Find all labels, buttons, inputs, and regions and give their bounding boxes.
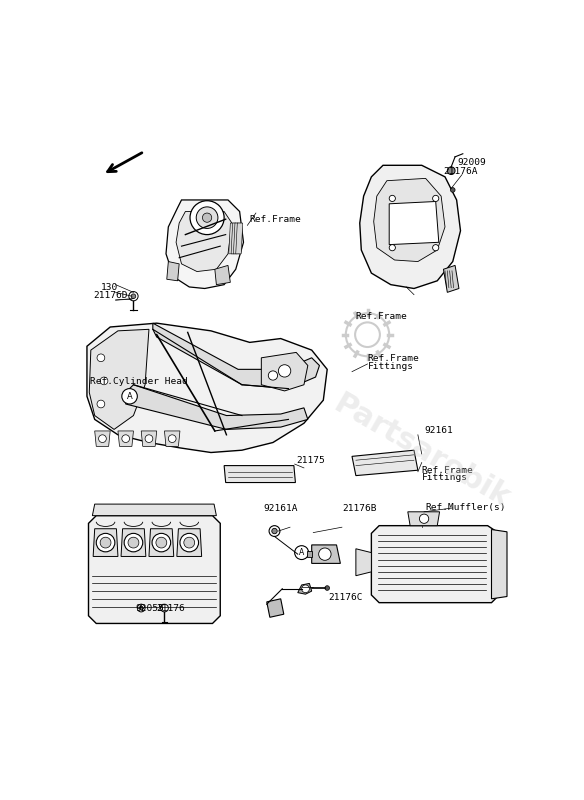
Polygon shape xyxy=(352,450,418,476)
Polygon shape xyxy=(167,262,179,281)
Polygon shape xyxy=(307,551,312,558)
Circle shape xyxy=(433,195,439,202)
Text: Fittings: Fittings xyxy=(367,362,413,370)
Circle shape xyxy=(433,245,439,250)
Circle shape xyxy=(319,548,331,560)
Circle shape xyxy=(122,434,130,442)
Circle shape xyxy=(128,538,139,548)
Polygon shape xyxy=(224,466,296,482)
Polygon shape xyxy=(492,530,507,599)
Polygon shape xyxy=(166,200,244,289)
Circle shape xyxy=(156,538,167,548)
Text: A: A xyxy=(127,392,133,401)
Polygon shape xyxy=(121,529,146,557)
Polygon shape xyxy=(234,223,241,254)
Circle shape xyxy=(100,377,108,385)
Polygon shape xyxy=(312,545,340,563)
Circle shape xyxy=(190,201,224,234)
Polygon shape xyxy=(176,211,232,271)
Polygon shape xyxy=(95,431,110,446)
Polygon shape xyxy=(356,549,371,576)
Text: Fittings: Fittings xyxy=(422,474,468,482)
Polygon shape xyxy=(149,529,174,557)
Circle shape xyxy=(124,534,142,552)
Circle shape xyxy=(450,188,455,192)
Circle shape xyxy=(97,354,105,362)
Circle shape xyxy=(145,434,153,442)
Text: 92055: 92055 xyxy=(135,604,164,613)
Polygon shape xyxy=(389,202,439,245)
Circle shape xyxy=(196,207,218,229)
Circle shape xyxy=(96,534,115,552)
Text: 21176: 21176 xyxy=(156,604,185,613)
Circle shape xyxy=(203,213,212,222)
Text: 92161A: 92161A xyxy=(263,504,298,513)
Circle shape xyxy=(99,434,106,442)
Circle shape xyxy=(122,389,137,404)
Circle shape xyxy=(268,371,277,380)
Text: 21176C: 21176C xyxy=(329,593,363,602)
Circle shape xyxy=(272,528,277,534)
Polygon shape xyxy=(298,583,312,594)
Circle shape xyxy=(389,195,395,202)
Circle shape xyxy=(161,604,168,612)
Text: 130: 130 xyxy=(101,283,118,292)
Polygon shape xyxy=(89,516,220,623)
Polygon shape xyxy=(118,431,134,446)
Text: 21176A: 21176A xyxy=(443,167,478,176)
Text: A: A xyxy=(299,548,304,557)
Polygon shape xyxy=(126,385,308,430)
Polygon shape xyxy=(177,529,201,557)
Text: 92009: 92009 xyxy=(457,158,486,166)
Text: Ref.Frame: Ref.Frame xyxy=(367,354,419,363)
Circle shape xyxy=(295,546,308,559)
Polygon shape xyxy=(267,599,284,618)
Circle shape xyxy=(325,586,329,590)
Circle shape xyxy=(97,400,105,408)
Text: 21175: 21175 xyxy=(296,456,325,466)
Circle shape xyxy=(184,538,194,548)
Text: Ref.Frame: Ref.Frame xyxy=(250,215,301,224)
Circle shape xyxy=(301,585,310,593)
Polygon shape xyxy=(215,266,230,285)
Circle shape xyxy=(168,434,176,442)
Polygon shape xyxy=(165,431,180,446)
Circle shape xyxy=(269,526,280,537)
Polygon shape xyxy=(229,223,236,254)
Circle shape xyxy=(279,365,291,377)
Circle shape xyxy=(419,514,429,523)
Circle shape xyxy=(180,534,199,552)
Polygon shape xyxy=(360,166,461,289)
Text: Ref.Cylinder Head: Ref.Cylinder Head xyxy=(90,377,188,386)
Text: 21176D: 21176D xyxy=(93,291,128,300)
Text: 92161: 92161 xyxy=(425,426,454,434)
Polygon shape xyxy=(89,330,149,430)
Circle shape xyxy=(139,606,143,610)
Polygon shape xyxy=(93,529,118,557)
Circle shape xyxy=(389,245,395,250)
Circle shape xyxy=(447,167,455,174)
Polygon shape xyxy=(87,323,327,453)
Polygon shape xyxy=(408,512,440,526)
Polygon shape xyxy=(141,431,157,446)
Circle shape xyxy=(131,294,135,298)
Text: Partsarobik: Partsarobik xyxy=(329,389,515,513)
Text: Ref.Muffler(s): Ref.Muffler(s) xyxy=(426,502,506,511)
Polygon shape xyxy=(261,353,308,391)
Text: Ref.Frame: Ref.Frame xyxy=(355,312,407,321)
Polygon shape xyxy=(236,223,243,254)
Polygon shape xyxy=(92,504,217,516)
Circle shape xyxy=(129,291,138,301)
Polygon shape xyxy=(443,266,459,292)
Polygon shape xyxy=(374,178,445,262)
Text: 21176B: 21176B xyxy=(343,504,377,513)
Polygon shape xyxy=(231,223,238,254)
Circle shape xyxy=(100,538,111,548)
Text: Ref.Frame: Ref.Frame xyxy=(422,466,474,474)
Circle shape xyxy=(137,604,145,612)
Polygon shape xyxy=(153,323,319,389)
Polygon shape xyxy=(371,526,499,602)
Circle shape xyxy=(152,534,171,552)
